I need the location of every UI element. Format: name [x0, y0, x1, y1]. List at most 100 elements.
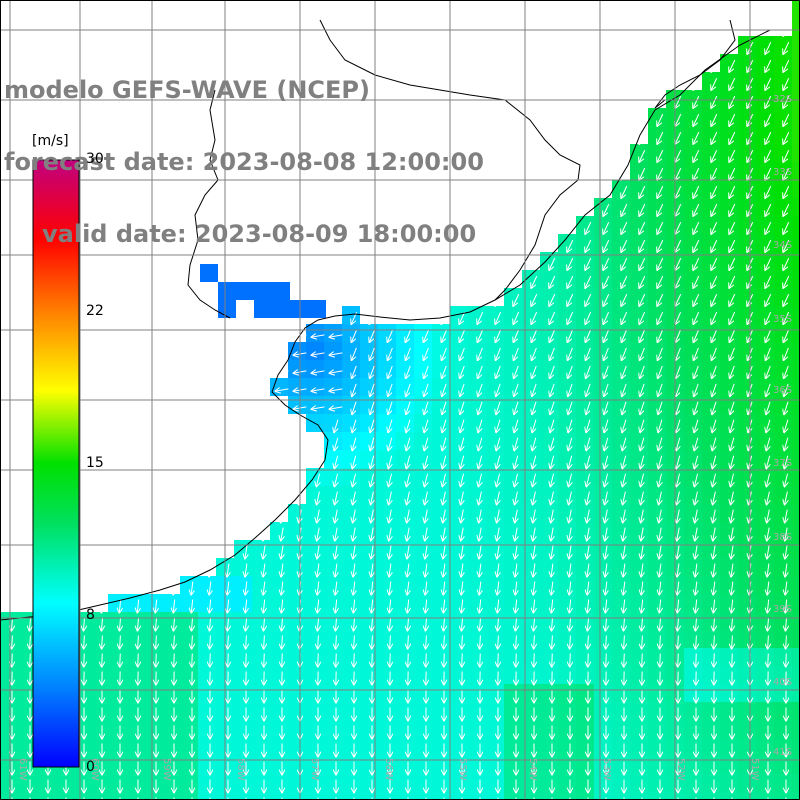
- wind-cell: [792, 486, 800, 504]
- wind-cell: [720, 198, 738, 216]
- wind-cell: [702, 342, 720, 360]
- wind-cell: [702, 324, 720, 342]
- wind-cell: [378, 504, 396, 522]
- wind-cell: [558, 324, 576, 342]
- wind-cell: [504, 522, 522, 540]
- wind-cell: [306, 378, 324, 396]
- wind-arrow: [533, 491, 536, 505]
- wind-arrow: [479, 599, 480, 613]
- wind-arrow: [783, 149, 790, 162]
- wind-cell: [738, 72, 756, 90]
- wind-cell: [504, 630, 522, 648]
- wind-arrow: [640, 383, 645, 396]
- wind-arrow: [424, 455, 427, 469]
- wind-cell: [432, 504, 450, 522]
- wind-arrow: [784, 473, 787, 487]
- wind-arrow: [156, 653, 157, 667]
- wind-arrow: [443, 527, 445, 541]
- wind-cell: [756, 126, 774, 144]
- wind-cell: [0, 648, 18, 666]
- wind-cell: [792, 396, 800, 414]
- wind-cell: [342, 684, 360, 702]
- wind-cell: [720, 504, 738, 522]
- wind-arrow: [335, 599, 336, 613]
- wind-arrow: [174, 635, 175, 649]
- wind-cell: [702, 666, 720, 684]
- wind-cell: [540, 450, 558, 468]
- wind-arrow: [534, 635, 535, 649]
- wind-arrow: [497, 563, 499, 577]
- wind-arrow: [732, 635, 733, 649]
- wind-arrow: [354, 653, 355, 667]
- wind-arrow: [639, 239, 646, 252]
- wind-cell: [738, 450, 756, 468]
- wind-cell: [720, 792, 738, 800]
- wind-cell: [342, 324, 360, 342]
- wind-arrow: [370, 347, 375, 360]
- wind-arrow: [532, 419, 536, 432]
- wind-arrow: [30, 635, 31, 649]
- wind-arrow: [587, 563, 589, 577]
- wind-cell: [738, 162, 756, 180]
- wind-cell: [252, 540, 270, 558]
- wind-cell: [504, 666, 522, 684]
- wind-cell: [630, 162, 648, 180]
- wind-cell: [792, 144, 800, 162]
- wind-cell: [630, 450, 648, 468]
- wind-arrow: [657, 203, 664, 216]
- wind-cell: [432, 522, 450, 540]
- wind-cell: [396, 756, 414, 774]
- wind-arrow: [621, 167, 628, 180]
- wind-cell: [756, 738, 774, 756]
- wind-cell: [180, 738, 198, 756]
- wind-arrow: [569, 581, 571, 595]
- wind-cell: [342, 630, 360, 648]
- wind-cell: [792, 342, 800, 360]
- wind-arrow: [658, 347, 663, 360]
- wind-cell: [414, 612, 432, 630]
- wind-arrow: [460, 383, 465, 396]
- wind-arrow: [371, 491, 374, 505]
- wind-cell: [342, 702, 360, 720]
- wind-cell: [108, 684, 126, 702]
- wind-arrow: [657, 221, 664, 234]
- wind-cell: [612, 774, 630, 792]
- wind-arrow: [425, 617, 426, 631]
- wind-cell: [288, 522, 306, 540]
- wind-cell: [630, 486, 648, 504]
- wind-cell: [792, 468, 800, 486]
- wind-cell: [558, 630, 576, 648]
- longitude-label: 61W: [17, 758, 28, 781]
- wind-arrow: [479, 527, 481, 541]
- wind-arrow: [568, 455, 571, 469]
- wind-cell: [756, 216, 774, 234]
- wind-cell: [720, 756, 738, 774]
- wind-cell: [612, 270, 630, 288]
- wind-cell: [702, 702, 720, 720]
- wind-arrow: [353, 545, 355, 559]
- wind-arrow: [263, 545, 265, 559]
- wind-cell: [576, 432, 594, 450]
- wind-arrow: [785, 527, 787, 541]
- wind-cell: [576, 234, 594, 252]
- wind-arrow: [423, 329, 429, 342]
- wind-cell: [504, 504, 522, 522]
- wind-arrow: [783, 59, 790, 72]
- wind-cell: [342, 792, 360, 800]
- wind-cell: [702, 450, 720, 468]
- wind-arrow: [532, 437, 536, 450]
- wind-arrow: [660, 635, 661, 649]
- wind-cell: [558, 450, 576, 468]
- wind-cell: [648, 576, 666, 594]
- wind-arrow: [766, 401, 771, 414]
- wind-cell: [702, 594, 720, 612]
- wind-cell: [234, 594, 252, 612]
- wind-cell: [198, 702, 216, 720]
- wind-cell: [450, 720, 468, 738]
- wind-cell: [342, 612, 360, 630]
- wind-cell: [756, 558, 774, 576]
- wind-arrow: [263, 617, 264, 631]
- wind-cell: [414, 468, 432, 486]
- wind-cell: [756, 234, 774, 252]
- wind-arrow: [714, 653, 715, 667]
